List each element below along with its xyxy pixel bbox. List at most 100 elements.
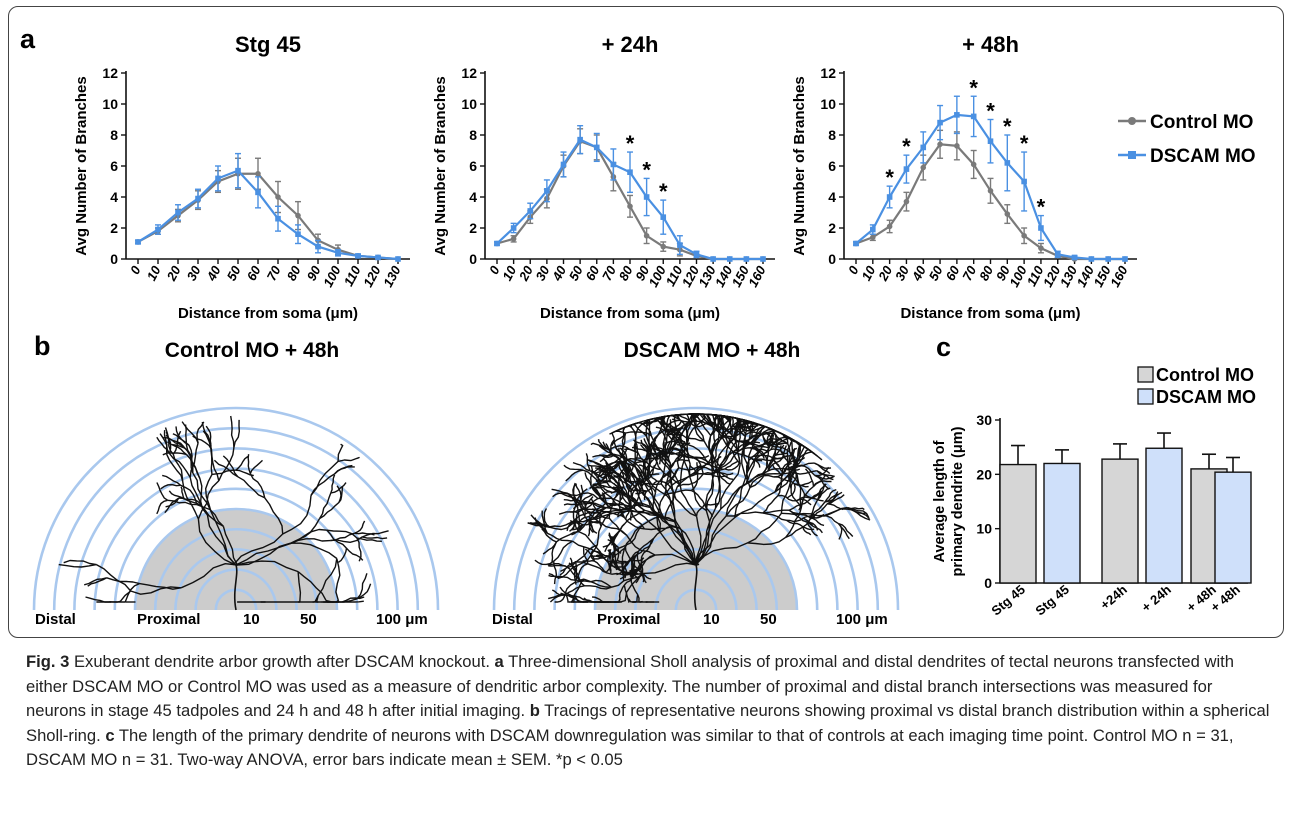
dendrite-branch [611, 557, 618, 571]
data-point [1021, 178, 1027, 185]
dendrite-branch [549, 521, 577, 531]
dendrite-branch [804, 468, 815, 487]
dendrite-branch [742, 434, 757, 443]
dendrite-branch [600, 488, 628, 510]
data-point [886, 223, 893, 230]
dendrite-branch [722, 415, 734, 419]
dendrite-branch [708, 435, 721, 467]
data-point [643, 194, 650, 200]
data-point [295, 231, 301, 237]
dendrite-branch [614, 523, 626, 537]
dendrite-branch [847, 508, 867, 515]
x-tick-label: 40 [549, 263, 570, 284]
dendrite-branch [720, 463, 741, 510]
dendrite-branch [548, 564, 566, 567]
data-point [275, 194, 281, 200]
dendrite-branch [694, 508, 722, 566]
dendrite-branch [613, 475, 626, 484]
primary-dendrite [693, 564, 698, 611]
data-point [853, 240, 859, 247]
dendrite-branch [599, 454, 615, 458]
dendrite-branch [627, 598, 630, 603]
dendrite-branch [569, 594, 576, 603]
dendrite-branch [572, 461, 591, 472]
y-tick-label: 4 [828, 189, 836, 205]
sholl-ring [93, 467, 379, 611]
dendrite-branch [644, 526, 680, 531]
data-point [1122, 256, 1128, 262]
sholl-ring [573, 487, 819, 611]
data-point [937, 119, 943, 126]
dendrite-branch [626, 524, 644, 544]
dendrite-branch [233, 419, 240, 448]
dendrite-branch [542, 541, 558, 555]
panel-letter-c: c [936, 332, 951, 362]
data-point [987, 138, 994, 144]
caption-letter-a: a [494, 652, 504, 671]
dendrite-branch [326, 529, 358, 539]
dendrite-branch [623, 584, 629, 599]
dendrite-branch [596, 466, 605, 483]
dendrite-branch [788, 509, 808, 523]
dendrite-branch [641, 416, 660, 425]
data-point [295, 212, 301, 219]
dendrite-branch [623, 487, 631, 505]
dendrite-branch [717, 431, 741, 465]
dendrite-branch [569, 557, 576, 572]
dendrite-branch [716, 427, 728, 446]
dendrite-branch [319, 492, 332, 519]
dendrite-branch [330, 536, 363, 543]
dendrite-branch [770, 448, 785, 454]
data-point [726, 256, 733, 262]
dendrite-branch [297, 571, 327, 601]
dendrite-branch [585, 453, 591, 472]
dendrite-branch [814, 462, 831, 475]
dendrite-branch [663, 486, 678, 520]
significance-star: * [902, 134, 911, 159]
dendrite-branch [739, 426, 755, 432]
dendrite-branch [96, 563, 132, 592]
caption-text-b: Tracings of representative neurons showi… [26, 701, 1270, 745]
dendrite-branch [774, 429, 789, 438]
dendrite-branch [164, 497, 180, 514]
data-point [560, 161, 567, 168]
x-tick-label: 70 [264, 263, 284, 283]
dendrite-branch [264, 497, 284, 535]
data-point [235, 167, 241, 174]
y-tick-label: 0 [828, 251, 836, 267]
sholl-chart-stg45: Stg 45 Avg Number of Branches Distance fro… [73, 32, 410, 322]
sholl-ring [553, 467, 839, 611]
dendrite-branch [616, 559, 628, 563]
dendrite-branch [548, 573, 564, 579]
dendrite-branch [658, 420, 673, 436]
dendrite-branch [767, 457, 784, 472]
dendrite-branch [659, 449, 665, 465]
dendrite-branch [633, 507, 661, 533]
dendrite-branch [633, 551, 639, 566]
bar [1214, 471, 1252, 584]
label-radius-50: 50 [300, 611, 317, 628]
label-distal: Distal [35, 611, 76, 628]
dendrite-branch [664, 438, 674, 459]
dendrite-branch [576, 544, 598, 567]
dendrite-branch [608, 445, 636, 453]
sholl-ring [52, 426, 420, 611]
label-radius-10: 10 [243, 611, 260, 628]
dendrite-branch [640, 572, 645, 583]
dendrite-branch [354, 520, 366, 534]
dendrite-branch [607, 474, 620, 485]
data-point [610, 161, 617, 168]
dendrite-branch [568, 562, 577, 572]
dendrite-branch [774, 452, 789, 457]
dendrite-branch [610, 535, 616, 546]
dendrite-branch [189, 442, 199, 478]
bar [999, 463, 1037, 584]
dendrite-branch [643, 457, 660, 462]
dendrite-branch [596, 508, 628, 514]
panel-letter-b: b [34, 331, 51, 361]
dendrite-branch [643, 483, 666, 520]
dendrite-branch [692, 419, 705, 442]
dendrite-branch [665, 423, 673, 441]
dendrite-branch [613, 566, 625, 568]
data-point [195, 195, 201, 202]
